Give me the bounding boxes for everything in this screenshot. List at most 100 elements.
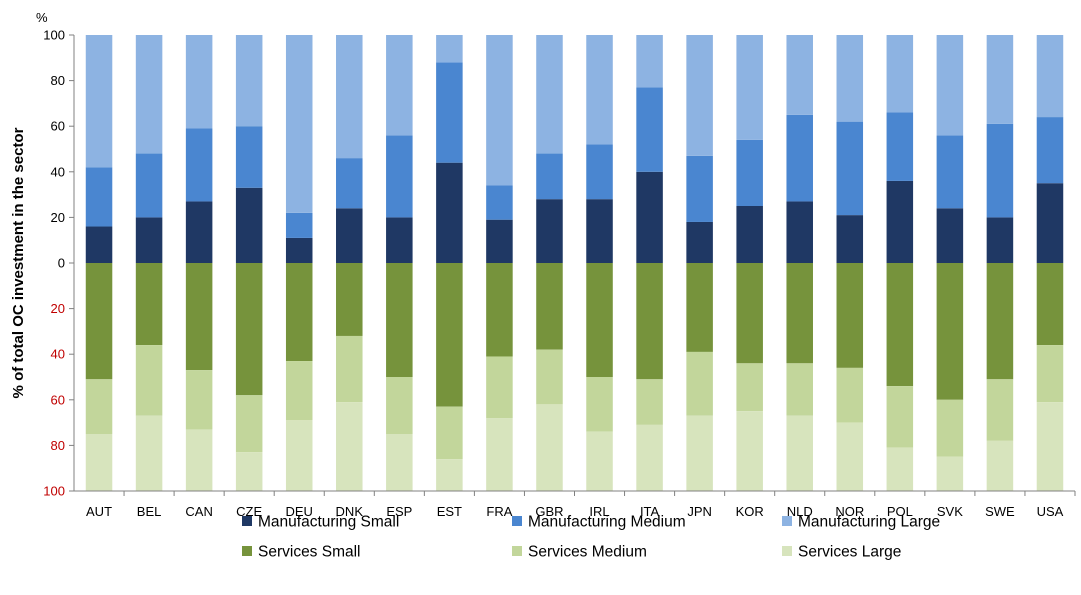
bar-services-medium-kor xyxy=(736,363,763,412)
y-tick-label: 60 xyxy=(51,392,65,407)
bar-services-large-jpn xyxy=(686,415,713,491)
x-tick-label: SWE xyxy=(985,504,1015,519)
bar-manufacturing-medium-cze xyxy=(235,126,263,188)
bar-services-small-cze xyxy=(235,263,263,396)
y-tick-label: 40 xyxy=(51,347,65,362)
bar-manufacturing-medium-fra xyxy=(486,185,513,220)
bar-manufacturing-large-bel xyxy=(135,35,163,154)
x-tick-label: CAN xyxy=(185,504,212,519)
bar-services-large-bel xyxy=(135,415,163,491)
x-tick-label: CZE xyxy=(236,504,262,519)
legend: Manufacturing Small Manufacturing Medium M… xyxy=(242,514,940,561)
bar-manufacturing-small-deu xyxy=(285,237,313,263)
bar-manufacturing-large-aut xyxy=(85,35,113,168)
bar-manufacturing-large-ita xyxy=(636,35,663,88)
bar-services-small-est xyxy=(436,263,463,407)
bar-services-large-aut xyxy=(85,434,113,491)
bar-manufacturing-small-aut xyxy=(85,226,113,263)
bar-manufacturing-medium-est xyxy=(436,62,463,163)
x-tick-label: AUT xyxy=(86,504,112,519)
legend-swatch-services-medium xyxy=(512,546,522,556)
bar-services-medium-swe xyxy=(986,379,1014,441)
bar-services-medium-dnk xyxy=(336,335,363,403)
bar-manufacturing-small-nld xyxy=(786,201,813,263)
bar-services-medium-jpn xyxy=(686,351,713,416)
bar-manufacturing-medium-jpn xyxy=(686,155,713,222)
bar-manufacturing-medium-usa xyxy=(1036,117,1064,184)
bar-services-small-kor xyxy=(736,263,763,364)
y-tick-label: 60 xyxy=(51,119,65,134)
bar-manufacturing-medium-esp xyxy=(386,135,413,218)
x-tick-label: KOR xyxy=(736,504,764,519)
bar-services-medium-deu xyxy=(285,361,313,421)
bar-manufacturing-medium-pol xyxy=(886,112,914,181)
bar-manufacturing-small-dnk xyxy=(336,208,363,263)
legend-swatch-manufacturing-small xyxy=(242,516,252,526)
y-tick-label: 20 xyxy=(51,210,65,225)
bar-services-medium-cze xyxy=(235,395,263,453)
y-axis-title: % of total OC investment in the sector xyxy=(10,127,27,398)
bar-manufacturing-small-fra xyxy=(486,219,513,263)
legend-label-manufacturing-large: Manufacturing Large xyxy=(798,514,940,531)
bar-services-medium-fra xyxy=(486,356,513,419)
axes-layer xyxy=(69,34,1076,496)
bars-layer xyxy=(85,35,1064,491)
bar-manufacturing-small-svk xyxy=(936,208,964,263)
x-tick-label: POL xyxy=(887,504,913,519)
labels-layer: AUT BEL CAN CZE DEU DNK ESP EST FRA GBR IRL ITA JPN K… xyxy=(43,28,1063,520)
bar-manufacturing-small-gbr xyxy=(536,199,563,263)
bar-services-large-nor xyxy=(836,422,864,491)
legend-label-services-small: Services Small xyxy=(258,544,361,561)
bar-services-medium-ita xyxy=(636,379,663,425)
x-tick-label: NOR xyxy=(835,504,864,519)
legend-swatch-services-small xyxy=(242,546,252,556)
bar-manufacturing-large-gbr xyxy=(536,35,563,154)
bar-manufacturing-medium-aut xyxy=(85,167,113,227)
bar-services-large-cze xyxy=(235,452,263,491)
bar-services-small-pol xyxy=(886,263,914,387)
y-tick-label: 100 xyxy=(43,484,65,499)
bar-manufacturing-small-swe xyxy=(986,217,1014,263)
x-tick-label: FRA xyxy=(486,504,512,519)
bar-services-large-irl xyxy=(586,431,613,491)
x-tick-label: ITA xyxy=(640,504,660,519)
bar-services-medium-bel xyxy=(135,345,163,416)
bar-services-small-aut xyxy=(85,263,113,380)
x-tick-label: ESP xyxy=(386,504,412,519)
bar-services-small-nld xyxy=(786,263,813,364)
legend-swatch-manufacturing-medium xyxy=(512,516,522,526)
bar-services-large-pol xyxy=(886,447,914,491)
bar-manufacturing-small-can xyxy=(185,201,213,263)
x-tick-label: JPN xyxy=(687,504,712,519)
bar-services-medium-can xyxy=(185,370,213,430)
bar-services-small-fra xyxy=(486,263,513,357)
bar-manufacturing-small-nor xyxy=(836,215,864,263)
bar-manufacturing-medium-deu xyxy=(285,212,313,238)
bar-services-medium-pol xyxy=(886,386,914,448)
bar-manufacturing-large-est xyxy=(436,35,463,63)
bar-services-small-can xyxy=(185,263,213,371)
bar-manufacturing-large-fra xyxy=(486,35,513,186)
x-tick-label: IRL xyxy=(589,504,609,519)
bar-services-large-fra xyxy=(486,418,513,491)
x-tick-label: GBR xyxy=(535,504,563,519)
bar-services-small-dnk xyxy=(336,263,363,336)
bar-manufacturing-small-esp xyxy=(386,217,413,263)
bar-manufacturing-medium-bel xyxy=(135,153,163,218)
legend-label-manufacturing-medium: Manufacturing Medium xyxy=(528,514,686,531)
y-tick-label: 40 xyxy=(51,164,65,179)
bar-services-small-gbr xyxy=(536,263,563,350)
bar-manufacturing-medium-swe xyxy=(986,123,1014,218)
x-tick-label: DEU xyxy=(285,504,312,519)
bar-services-large-swe xyxy=(986,440,1014,491)
bar-manufacturing-small-ita xyxy=(636,171,663,263)
bar-manufacturing-medium-svk xyxy=(936,135,964,209)
legend-label-services-large: Services Large xyxy=(798,544,901,561)
bar-manufacturing-large-kor xyxy=(736,35,763,140)
y-axis-unit-label: % xyxy=(36,10,48,25)
bar-services-large-dnk xyxy=(336,402,363,491)
legend-swatch-manufacturing-large xyxy=(782,516,792,526)
bar-manufacturing-large-swe xyxy=(986,35,1014,124)
legend-label-services-medium: Services Medium xyxy=(528,544,647,561)
